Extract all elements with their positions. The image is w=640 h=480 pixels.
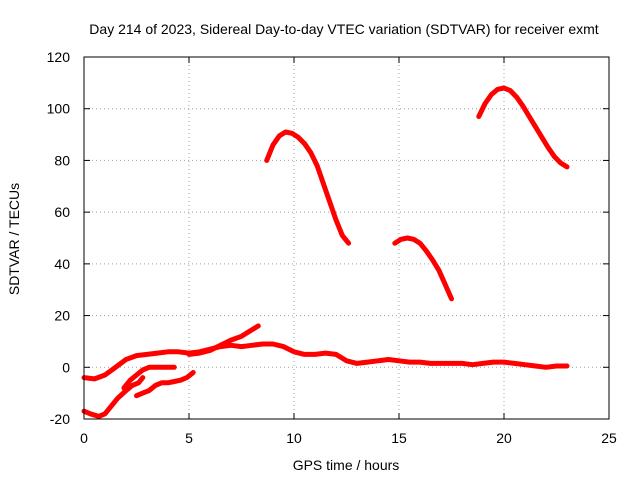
y-tick-label: 0 bbox=[62, 359, 70, 375]
series-arc-low-2 bbox=[121, 364, 177, 391]
series-arc-low-3 bbox=[134, 370, 196, 399]
series-arc-low-start bbox=[81, 375, 146, 419]
series-arc-high-3 bbox=[476, 85, 570, 170]
series-arc-high-2 bbox=[392, 235, 454, 302]
x-tick-label: 10 bbox=[286, 430, 302, 446]
y-axis-label: SDTVAR / TECUs bbox=[6, 183, 22, 295]
tick-labels: 0 5 10 15 20 25 -20 0 20 40 60 80 100 120 bbox=[47, 49, 617, 446]
x-tick-label: 15 bbox=[391, 430, 407, 446]
plot-frame bbox=[83, 56, 610, 420]
y-tick-label: 40 bbox=[54, 256, 70, 272]
x-tick-label: 0 bbox=[80, 430, 88, 446]
y-tick-label: 80 bbox=[54, 152, 70, 168]
series-arc-low-main bbox=[81, 341, 570, 382]
series-layer bbox=[81, 85, 570, 419]
x-tick-label: 20 bbox=[496, 430, 512, 446]
x-tick-label: 25 bbox=[601, 430, 617, 446]
y-tick-label: 20 bbox=[54, 308, 70, 324]
y-tick-label: 60 bbox=[54, 204, 70, 220]
y-tick-label: 120 bbox=[47, 49, 71, 65]
series-arc-low-rise bbox=[186, 323, 261, 357]
x-tick-label: 5 bbox=[185, 430, 193, 446]
series-arc-high-1 bbox=[264, 129, 352, 246]
y-tick-label: -20 bbox=[50, 411, 70, 427]
chart-title: Day 214 of 2023, Sidereal Day-to-day VTE… bbox=[89, 21, 598, 37]
tick-marks bbox=[83, 56, 610, 420]
x-axis-label: GPS time / hours bbox=[293, 457, 400, 473]
y-tick-label: 100 bbox=[47, 101, 71, 117]
